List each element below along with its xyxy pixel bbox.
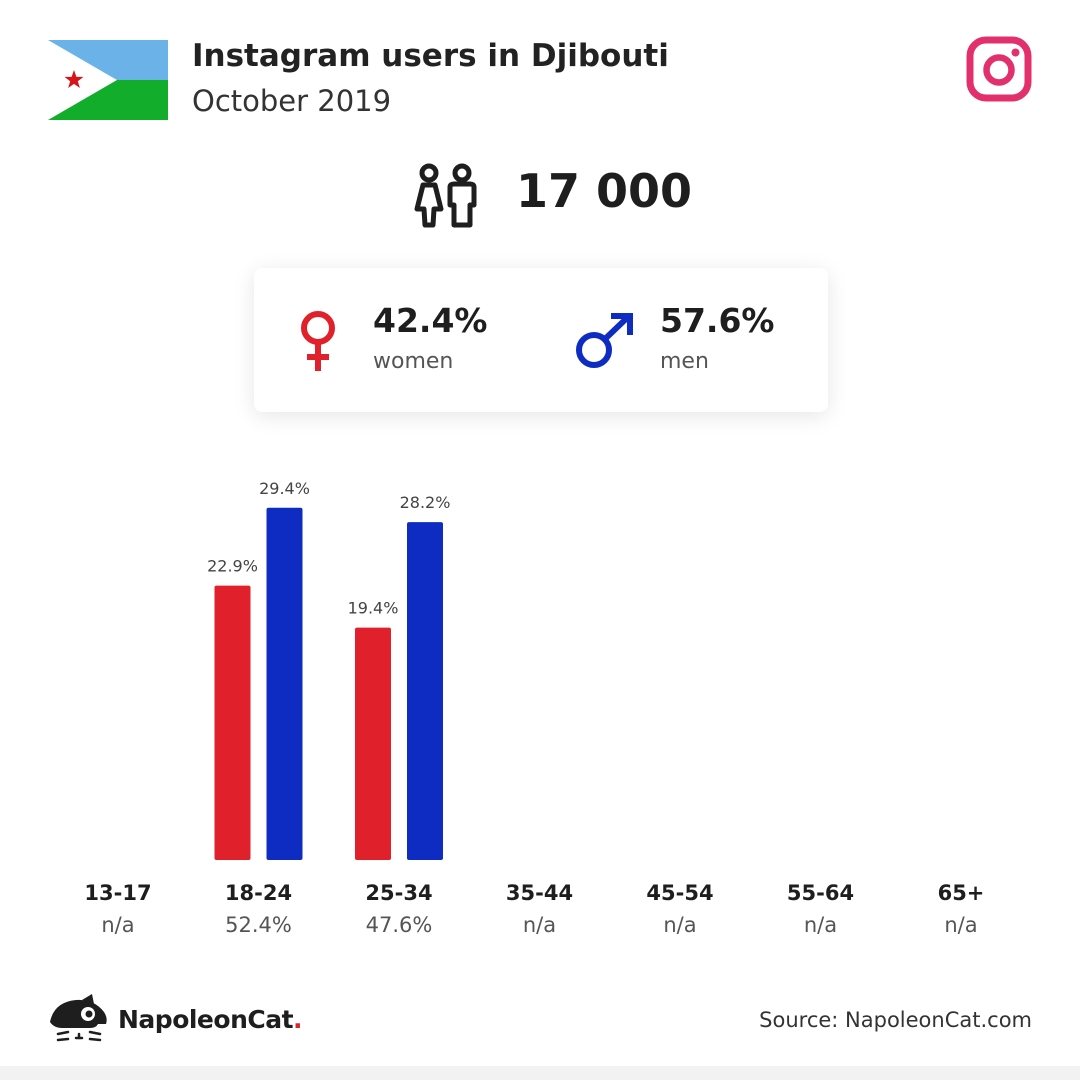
male-symbol-icon <box>576 313 633 368</box>
category-total-13-17: n/a <box>101 913 134 937</box>
brand-name: NapoleonCat. <box>118 1005 303 1034</box>
category-total-25-34: 47.6% <box>366 913 433 937</box>
category-label-35-44: 35-44 <box>506 881 573 905</box>
value-label-women-25-34: 19.4% <box>348 599 399 618</box>
women-percent: 42.4% <box>373 301 488 340</box>
brand-dot: . <box>293 1005 303 1034</box>
value-label-men-25-34: 28.2% <box>400 493 451 512</box>
men-percent: 57.6% <box>660 301 775 340</box>
category-labels-group: 13-17 n/a 18-24 52.4% 25-34 47.6% 35-44 n/a 45-5… <box>84 881 984 937</box>
age-gender-bar-chart: 22.9% 29.4% 19.4% 28.2% 13-17 n/a 18-24 52.4% 2… <box>84 479 984 937</box>
bars-group <box>214 507 443 860</box>
men-label: men <box>660 349 709 374</box>
napoleoncat-logo-icon <box>50 994 107 1042</box>
category-label-45-54: 45-54 <box>646 881 713 905</box>
instagram-icon <box>966 36 1032 102</box>
value-label-women-18-24: 22.9% <box>207 557 258 576</box>
bar-men-25-34 <box>407 522 443 860</box>
gender-summary-card: 42.4% women 57.6% men <box>254 268 828 412</box>
footer-strip <box>0 1066 1080 1080</box>
people-icon <box>414 163 477 228</box>
category-total-35-44: n/a <box>523 913 556 937</box>
category-label-13-17: 13-17 <box>84 881 151 905</box>
bar-women-18-24 <box>214 585 251 860</box>
page-title: Instagram users in Djibouti <box>192 38 669 74</box>
page-subtitle: October 2019 <box>192 84 392 118</box>
category-total-18-24: 52.4% <box>225 913 292 937</box>
value-labels-group: 22.9% 29.4% 19.4% 28.2% <box>207 479 450 618</box>
djibouti-flag-icon <box>48 40 168 120</box>
category-total-55-64: n/a <box>804 913 837 937</box>
female-symbol-icon <box>301 311 335 371</box>
category-label-25-34: 25-34 <box>365 881 432 905</box>
category-total-65+: n/a <box>944 913 977 937</box>
category-total-45-54: n/a <box>663 913 696 937</box>
women-label: women <box>373 349 454 374</box>
bar-men-18-24 <box>266 507 303 860</box>
total-users-value: 17 000 <box>516 164 693 218</box>
source-credit: Source: NapoleonCat.com <box>759 1008 1032 1032</box>
category-label-55-64: 55-64 <box>787 881 854 905</box>
category-label-18-24: 18-24 <box>225 881 292 905</box>
value-label-men-18-24: 29.4% <box>259 479 310 498</box>
bar-women-25-34 <box>355 627 391 860</box>
category-label-65+: 65+ <box>938 881 985 905</box>
